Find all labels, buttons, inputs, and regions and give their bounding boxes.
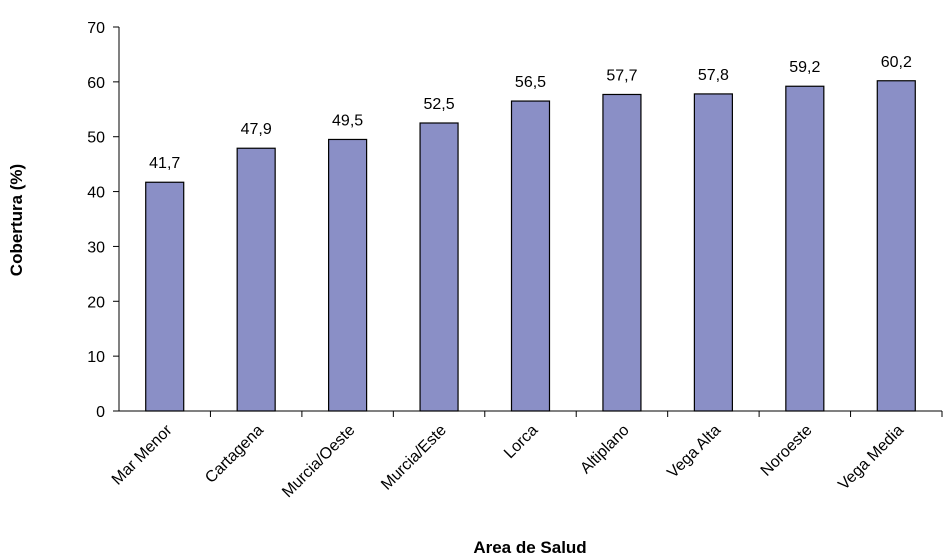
bar bbox=[876, 80, 916, 412]
y-tick-label: 40 bbox=[87, 185, 105, 202]
x-tick-label: Murcia/Oeste bbox=[279, 422, 358, 501]
value-label: 56,5 bbox=[515, 74, 546, 91]
value-label: 52,5 bbox=[423, 96, 454, 113]
y-tick-label: 20 bbox=[87, 294, 105, 311]
y-tick-label: 50 bbox=[87, 130, 105, 147]
y-axis-title: Cobertura (%) bbox=[7, 164, 26, 276]
bar bbox=[328, 138, 368, 412]
value-label: 59,2 bbox=[789, 59, 820, 76]
value-label: 57,8 bbox=[698, 67, 729, 84]
x-axis-title: Area de Salud bbox=[473, 538, 586, 557]
bar bbox=[602, 93, 642, 412]
y-tick-label: 0 bbox=[96, 404, 105, 421]
value-label: 57,7 bbox=[606, 67, 637, 84]
y-tick-label: 60 bbox=[87, 75, 105, 92]
bar bbox=[510, 100, 551, 412]
x-tick-label: Murcia/Este bbox=[378, 422, 450, 494]
y-tick-label: 30 bbox=[87, 239, 105, 256]
x-tick-label: Noroeste bbox=[758, 422, 816, 480]
bar bbox=[693, 93, 733, 412]
bar bbox=[236, 147, 276, 412]
y-tick-label: 10 bbox=[87, 349, 105, 366]
x-tick-label: Cartagena bbox=[202, 422, 267, 487]
value-label: 41,7 bbox=[149, 155, 180, 172]
bar bbox=[419, 122, 459, 412]
x-tick-label: Altiplano bbox=[577, 422, 632, 477]
x-tick-label: Lorca bbox=[501, 422, 541, 462]
value-label: 49,5 bbox=[332, 112, 363, 129]
value-label: 47,9 bbox=[241, 121, 272, 138]
x-tick-label: Vega Media bbox=[835, 422, 907, 494]
x-tick-label: Vega Alta bbox=[664, 422, 724, 482]
value-label: 60,2 bbox=[881, 54, 912, 71]
y-tick-label: 70 bbox=[87, 20, 105, 37]
x-tick-label: Mar Menor bbox=[109, 421, 176, 488]
bar bbox=[145, 181, 185, 412]
bar bbox=[785, 85, 825, 412]
